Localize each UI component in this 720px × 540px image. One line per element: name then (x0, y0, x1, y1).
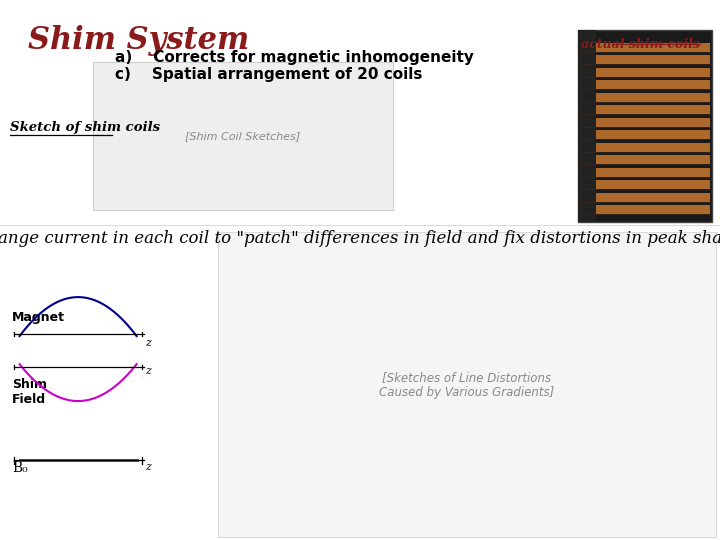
FancyBboxPatch shape (218, 232, 716, 537)
Text: z: z (145, 462, 151, 472)
Text: change current in each coil to "patch" differences in field and fix distortions : change current in each coil to "patch" d… (0, 230, 720, 247)
FancyBboxPatch shape (580, 143, 710, 152)
FancyBboxPatch shape (580, 130, 710, 139)
FancyBboxPatch shape (580, 205, 710, 214)
FancyBboxPatch shape (580, 180, 710, 189)
FancyBboxPatch shape (580, 167, 710, 177)
FancyBboxPatch shape (580, 118, 710, 126)
Text: Shim
Field: Shim Field (12, 378, 47, 406)
FancyBboxPatch shape (580, 80, 710, 89)
FancyBboxPatch shape (93, 62, 393, 210)
FancyBboxPatch shape (578, 30, 596, 222)
Text: actual shim coils: actual shim coils (581, 38, 700, 51)
Text: c)    Spatial arrangement of 20 coils: c) Spatial arrangement of 20 coils (115, 67, 423, 82)
FancyBboxPatch shape (580, 55, 710, 64)
Text: a)    Corrects for magnetic inhomogeneity: a) Corrects for magnetic inhomogeneity (115, 50, 474, 65)
Text: B₀: B₀ (12, 461, 27, 475)
FancyBboxPatch shape (580, 105, 710, 114)
Text: [Shim Coil Sketches]: [Shim Coil Sketches] (185, 131, 301, 141)
FancyBboxPatch shape (580, 192, 710, 201)
FancyBboxPatch shape (580, 43, 710, 51)
Text: z: z (145, 366, 151, 376)
Text: Sketch of shim coils: Sketch of shim coils (10, 122, 160, 134)
FancyBboxPatch shape (580, 68, 710, 77)
FancyBboxPatch shape (580, 155, 710, 164)
FancyBboxPatch shape (580, 92, 710, 102)
FancyBboxPatch shape (578, 30, 712, 222)
Text: z: z (145, 338, 151, 348)
Text: Magnet: Magnet (12, 312, 65, 325)
Text: Shim System: Shim System (28, 25, 249, 56)
Text: [Sketches of Line Distortions
Caused by Various Gradients]: [Sketches of Line Distortions Caused by … (379, 371, 554, 399)
